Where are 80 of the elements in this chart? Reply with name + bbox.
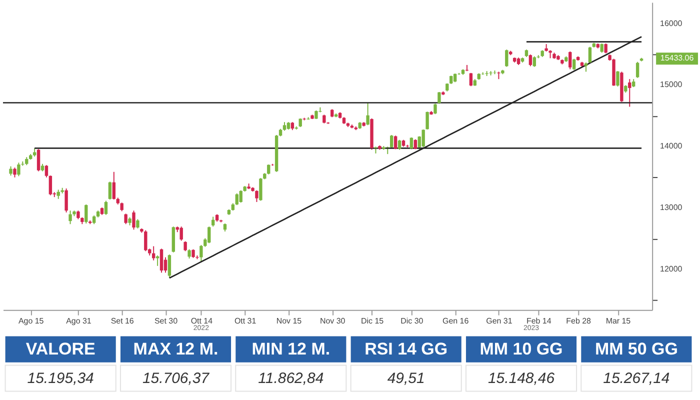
candlestick [104, 200, 108, 216]
text: 15.267,14 [603, 370, 670, 388]
candlestick [636, 61, 640, 78]
candlestick [528, 54, 532, 67]
candlestick [64, 188, 68, 213]
x-tick-label: Mar 15 [606, 316, 632, 326]
candlestick [235, 192, 238, 206]
candlestick [572, 58, 576, 70]
text: 15.148,46 [488, 370, 556, 388]
candlestick [13, 167, 16, 178]
candlestick [132, 210, 136, 230]
candlestick [398, 139, 402, 150]
category-label: MIN 12 M. [252, 339, 330, 358]
candlestick [48, 175, 52, 196]
candlestick [124, 213, 128, 225]
candlestick [366, 102, 370, 126]
x-tick-label: Ago 31 [66, 316, 92, 326]
candlestick [108, 181, 112, 200]
category-label: MM 10 GG [480, 339, 563, 358]
candlestick [584, 62, 588, 72]
candlestick [434, 103, 437, 115]
candlestick [497, 71, 500, 80]
category-label: VALORE [26, 339, 96, 358]
text: 15.195,34 [27, 370, 94, 388]
candlestick [84, 204, 88, 224]
candlestick [208, 226, 211, 244]
y-tick-label: 13000 [660, 203, 683, 212]
x-tick-label: Dic 15 [360, 316, 384, 326]
candlestick [600, 42, 604, 54]
candlestick [36, 148, 40, 172]
y-tick-label: 15000 [660, 80, 683, 90]
candlestick [628, 78, 632, 108]
candlestick [17, 162, 20, 177]
x-tick-label: Dic 30 [400, 316, 424, 326]
y-tick-label: 12000 [660, 264, 683, 274]
x-tick-label: Gen 16 [442, 316, 470, 326]
candlestick [136, 218, 140, 229]
x-tick-label: Ago 15 [18, 316, 44, 326]
category-label: MAX 12 M. [133, 339, 218, 358]
candlestick [390, 134, 394, 148]
x-tick-label: Feb 28 [566, 316, 592, 326]
candlestick [56, 189, 60, 200]
candlestick [188, 248, 191, 260]
candlestick [9, 166, 12, 176]
y-tick-label: 14000 [660, 142, 683, 151]
x-tick-label: Set 30 [154, 316, 178, 326]
text: 11.862,84 [258, 370, 324, 388]
candlestick [211, 216, 215, 228]
candlestick [68, 210, 72, 225]
x-tick-label: Ott 31 [234, 316, 257, 326]
text: 49,51 [387, 370, 425, 388]
candlestick [255, 190, 258, 202]
candlestick [422, 128, 425, 148]
candlestick [616, 70, 620, 87]
candlestick [394, 135, 398, 150]
x-tick-label: Gen 31 [486, 316, 513, 326]
x-tick-label: Ott 14 [190, 316, 214, 326]
candlestick [168, 254, 172, 279]
candlestick [44, 164, 48, 178]
category-label: MM 50 GG [594, 339, 678, 358]
candlestick [505, 49, 508, 68]
candlestick [568, 50, 572, 70]
x-tick-label: Feb 14 [526, 316, 552, 326]
candlestick [160, 248, 164, 274]
candlestick [180, 226, 183, 242]
candlestick [239, 190, 242, 204]
candlestick [184, 240, 187, 252]
candlestick [144, 230, 148, 252]
x-tick-label: Nov 30 [320, 316, 346, 326]
category-label: RSI 14 GG [364, 339, 448, 358]
candlestick [604, 42, 608, 54]
text: 15433.06 [660, 54, 694, 63]
candlestick [426, 111, 429, 130]
x-tick-label: Nov 15 [276, 316, 302, 326]
candlestick [588, 46, 592, 64]
text: 15.706,37 [142, 370, 210, 388]
x-tick-label: Set 16 [110, 316, 134, 326]
candlestick [112, 171, 116, 200]
y-tick-label: 16000 [660, 18, 683, 28]
candlestick [469, 72, 473, 87]
